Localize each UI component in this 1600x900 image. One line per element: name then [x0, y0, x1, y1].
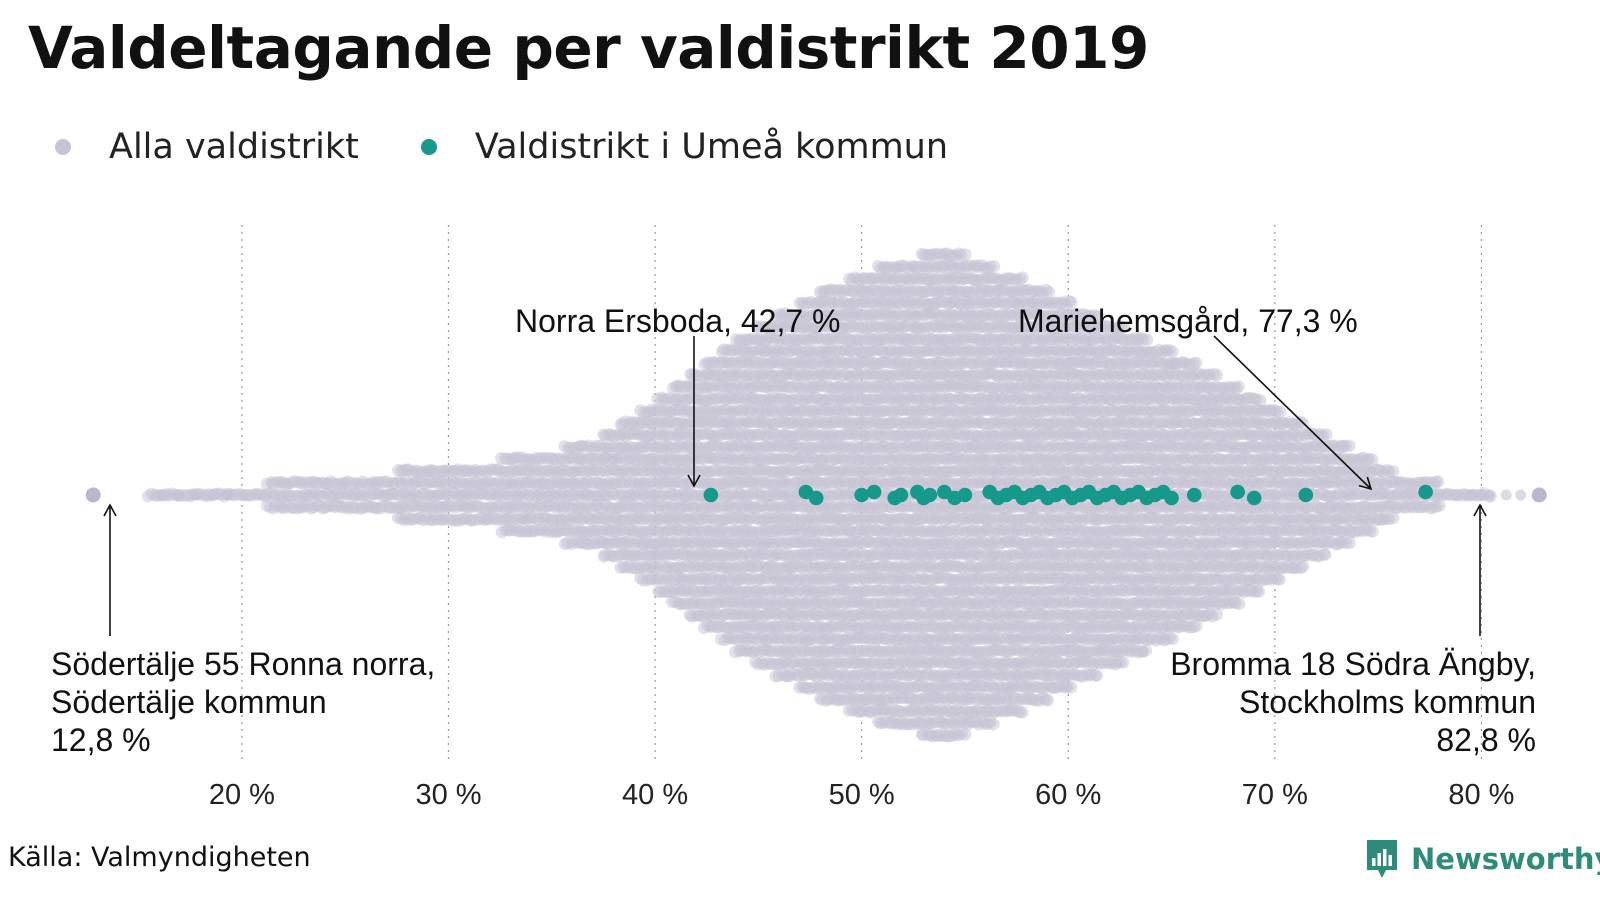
- legend-item-umea: Valdistrikt i Umeå kommun: [420, 127, 949, 167]
- district-dot: [959, 248, 972, 261]
- legend-label-umea: Valdistrikt i Umeå kommun: [474, 127, 949, 167]
- legend: Alla valdistrikt Valdistrikt i Umeå komm…: [55, 124, 1010, 170]
- legend-item-all: Alla valdistrikt: [55, 127, 359, 167]
- legend-dot-umea: [420, 139, 437, 155]
- legend-dot-all: [55, 139, 71, 155]
- chart-title: Valdeltagande per valdistrikt 2019: [28, 14, 1149, 82]
- legend-label-all: Alla valdistrikt: [109, 127, 359, 167]
- district-dot: [987, 718, 1000, 731]
- swarm-all-districts: [85, 247, 1547, 743]
- district-dot: [987, 259, 1001, 273]
